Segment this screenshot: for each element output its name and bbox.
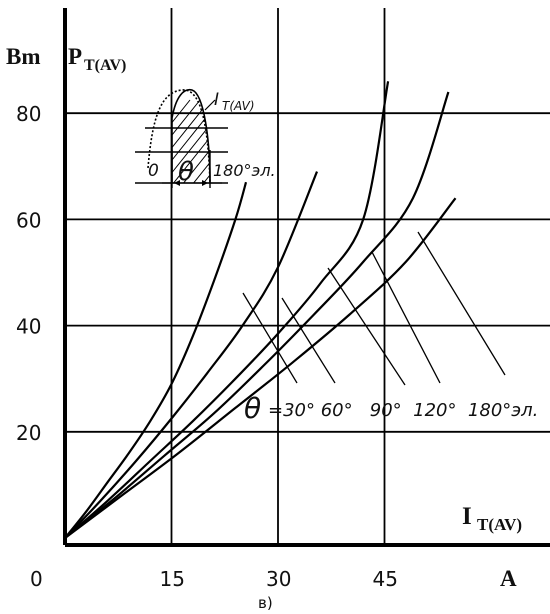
theta-values-text: =30° 60° 90° 120° 180°эл. — [268, 400, 538, 421]
leader-30 — [242, 292, 298, 384]
x-unit-label: A — [500, 566, 517, 591]
y-axis-label-sub: T(AV) — [84, 57, 126, 74]
y-tick-label: 20 — [16, 421, 41, 445]
inset-zero-label: 0 — [148, 161, 159, 181]
inset-current-sub: T(AV) — [222, 99, 255, 113]
x-tick-label: 0 — [30, 567, 43, 591]
x-axis-label-sub: T(AV) — [477, 515, 522, 534]
y-unit-label: Bm — [6, 44, 41, 69]
leader-180 — [417, 231, 506, 376]
inset-theta-label: θ — [178, 157, 194, 187]
y-tick-label: 40 — [16, 315, 41, 339]
leader-60 — [281, 297, 336, 384]
y-tick-label: 80 — [16, 102, 41, 126]
leader-lines — [242, 231, 506, 386]
inset-end-label: 180°эл. — [213, 161, 276, 180]
leader-90 — [327, 267, 406, 386]
x-tick-labels: 0 15 30 45 — [30, 567, 398, 591]
series-curve-1 — [64, 171, 319, 539]
series-curve-3 — [64, 91, 450, 539]
x-tick-label: 45 — [373, 567, 398, 591]
inset-waveform — [135, 88, 228, 188]
x-axis-label: I — [462, 503, 472, 530]
series-curve-4 — [64, 197, 457, 539]
series-curve-0 — [64, 181, 248, 539]
grid — [65, 8, 550, 545]
series-curves — [64, 81, 457, 539]
y-axis-label: P — [68, 44, 82, 69]
x-tick-label: 30 — [266, 567, 291, 591]
x-tick-label: 15 — [160, 567, 185, 591]
figure-caption: в) — [258, 594, 273, 612]
series-curve-2 — [64, 81, 390, 539]
theta-symbol: θ — [244, 392, 261, 425]
leader-120 — [371, 251, 441, 384]
y-tick-labels: 20 40 60 80 — [16, 102, 41, 445]
inset-current-label: I — [214, 90, 219, 110]
y-tick-label: 60 — [16, 208, 41, 232]
